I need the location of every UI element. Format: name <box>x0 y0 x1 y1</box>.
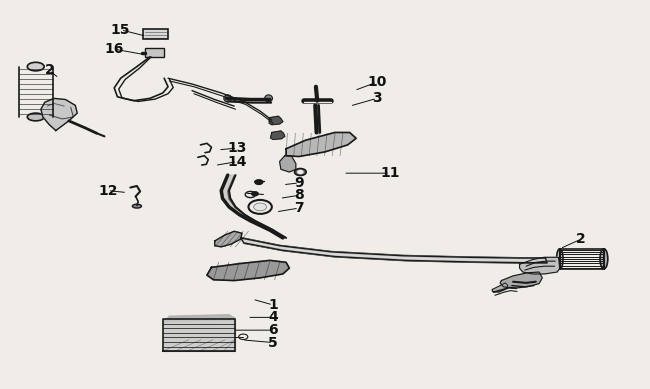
Ellipse shape <box>27 113 44 121</box>
Text: 4: 4 <box>268 310 278 324</box>
Text: 2: 2 <box>577 232 586 246</box>
Text: 14: 14 <box>227 154 247 168</box>
Polygon shape <box>240 238 547 263</box>
Text: 6: 6 <box>268 323 278 337</box>
Polygon shape <box>207 260 289 280</box>
Circle shape <box>252 192 258 196</box>
Text: 8: 8 <box>294 188 304 202</box>
Polygon shape <box>500 272 542 288</box>
Text: 7: 7 <box>294 201 304 215</box>
Circle shape <box>254 203 266 211</box>
Ellipse shape <box>265 95 272 102</box>
Ellipse shape <box>600 249 608 269</box>
Text: 12: 12 <box>98 184 118 198</box>
Text: 9: 9 <box>294 176 304 190</box>
Ellipse shape <box>133 204 142 208</box>
Polygon shape <box>519 257 560 274</box>
Polygon shape <box>270 131 285 140</box>
Text: 15: 15 <box>111 23 131 37</box>
Bar <box>145 48 164 57</box>
Polygon shape <box>269 116 283 125</box>
Text: 13: 13 <box>227 141 247 155</box>
Text: 5: 5 <box>268 336 278 350</box>
Text: 2: 2 <box>44 63 54 77</box>
Ellipse shape <box>556 249 563 269</box>
Polygon shape <box>41 98 77 131</box>
Text: 1: 1 <box>268 298 278 312</box>
Polygon shape <box>221 175 286 238</box>
Polygon shape <box>214 231 242 247</box>
Polygon shape <box>163 315 235 323</box>
Text: 3: 3 <box>372 91 382 105</box>
Polygon shape <box>280 156 296 172</box>
Ellipse shape <box>27 62 44 71</box>
Text: 16: 16 <box>105 42 124 56</box>
Text: 11: 11 <box>380 166 400 180</box>
Bar <box>144 29 168 39</box>
Polygon shape <box>492 283 508 292</box>
Circle shape <box>294 168 306 175</box>
Text: 10: 10 <box>367 75 387 89</box>
Ellipse shape <box>224 95 231 102</box>
Polygon shape <box>286 133 356 156</box>
Circle shape <box>298 170 303 173</box>
Polygon shape <box>163 319 235 351</box>
Circle shape <box>255 180 263 184</box>
